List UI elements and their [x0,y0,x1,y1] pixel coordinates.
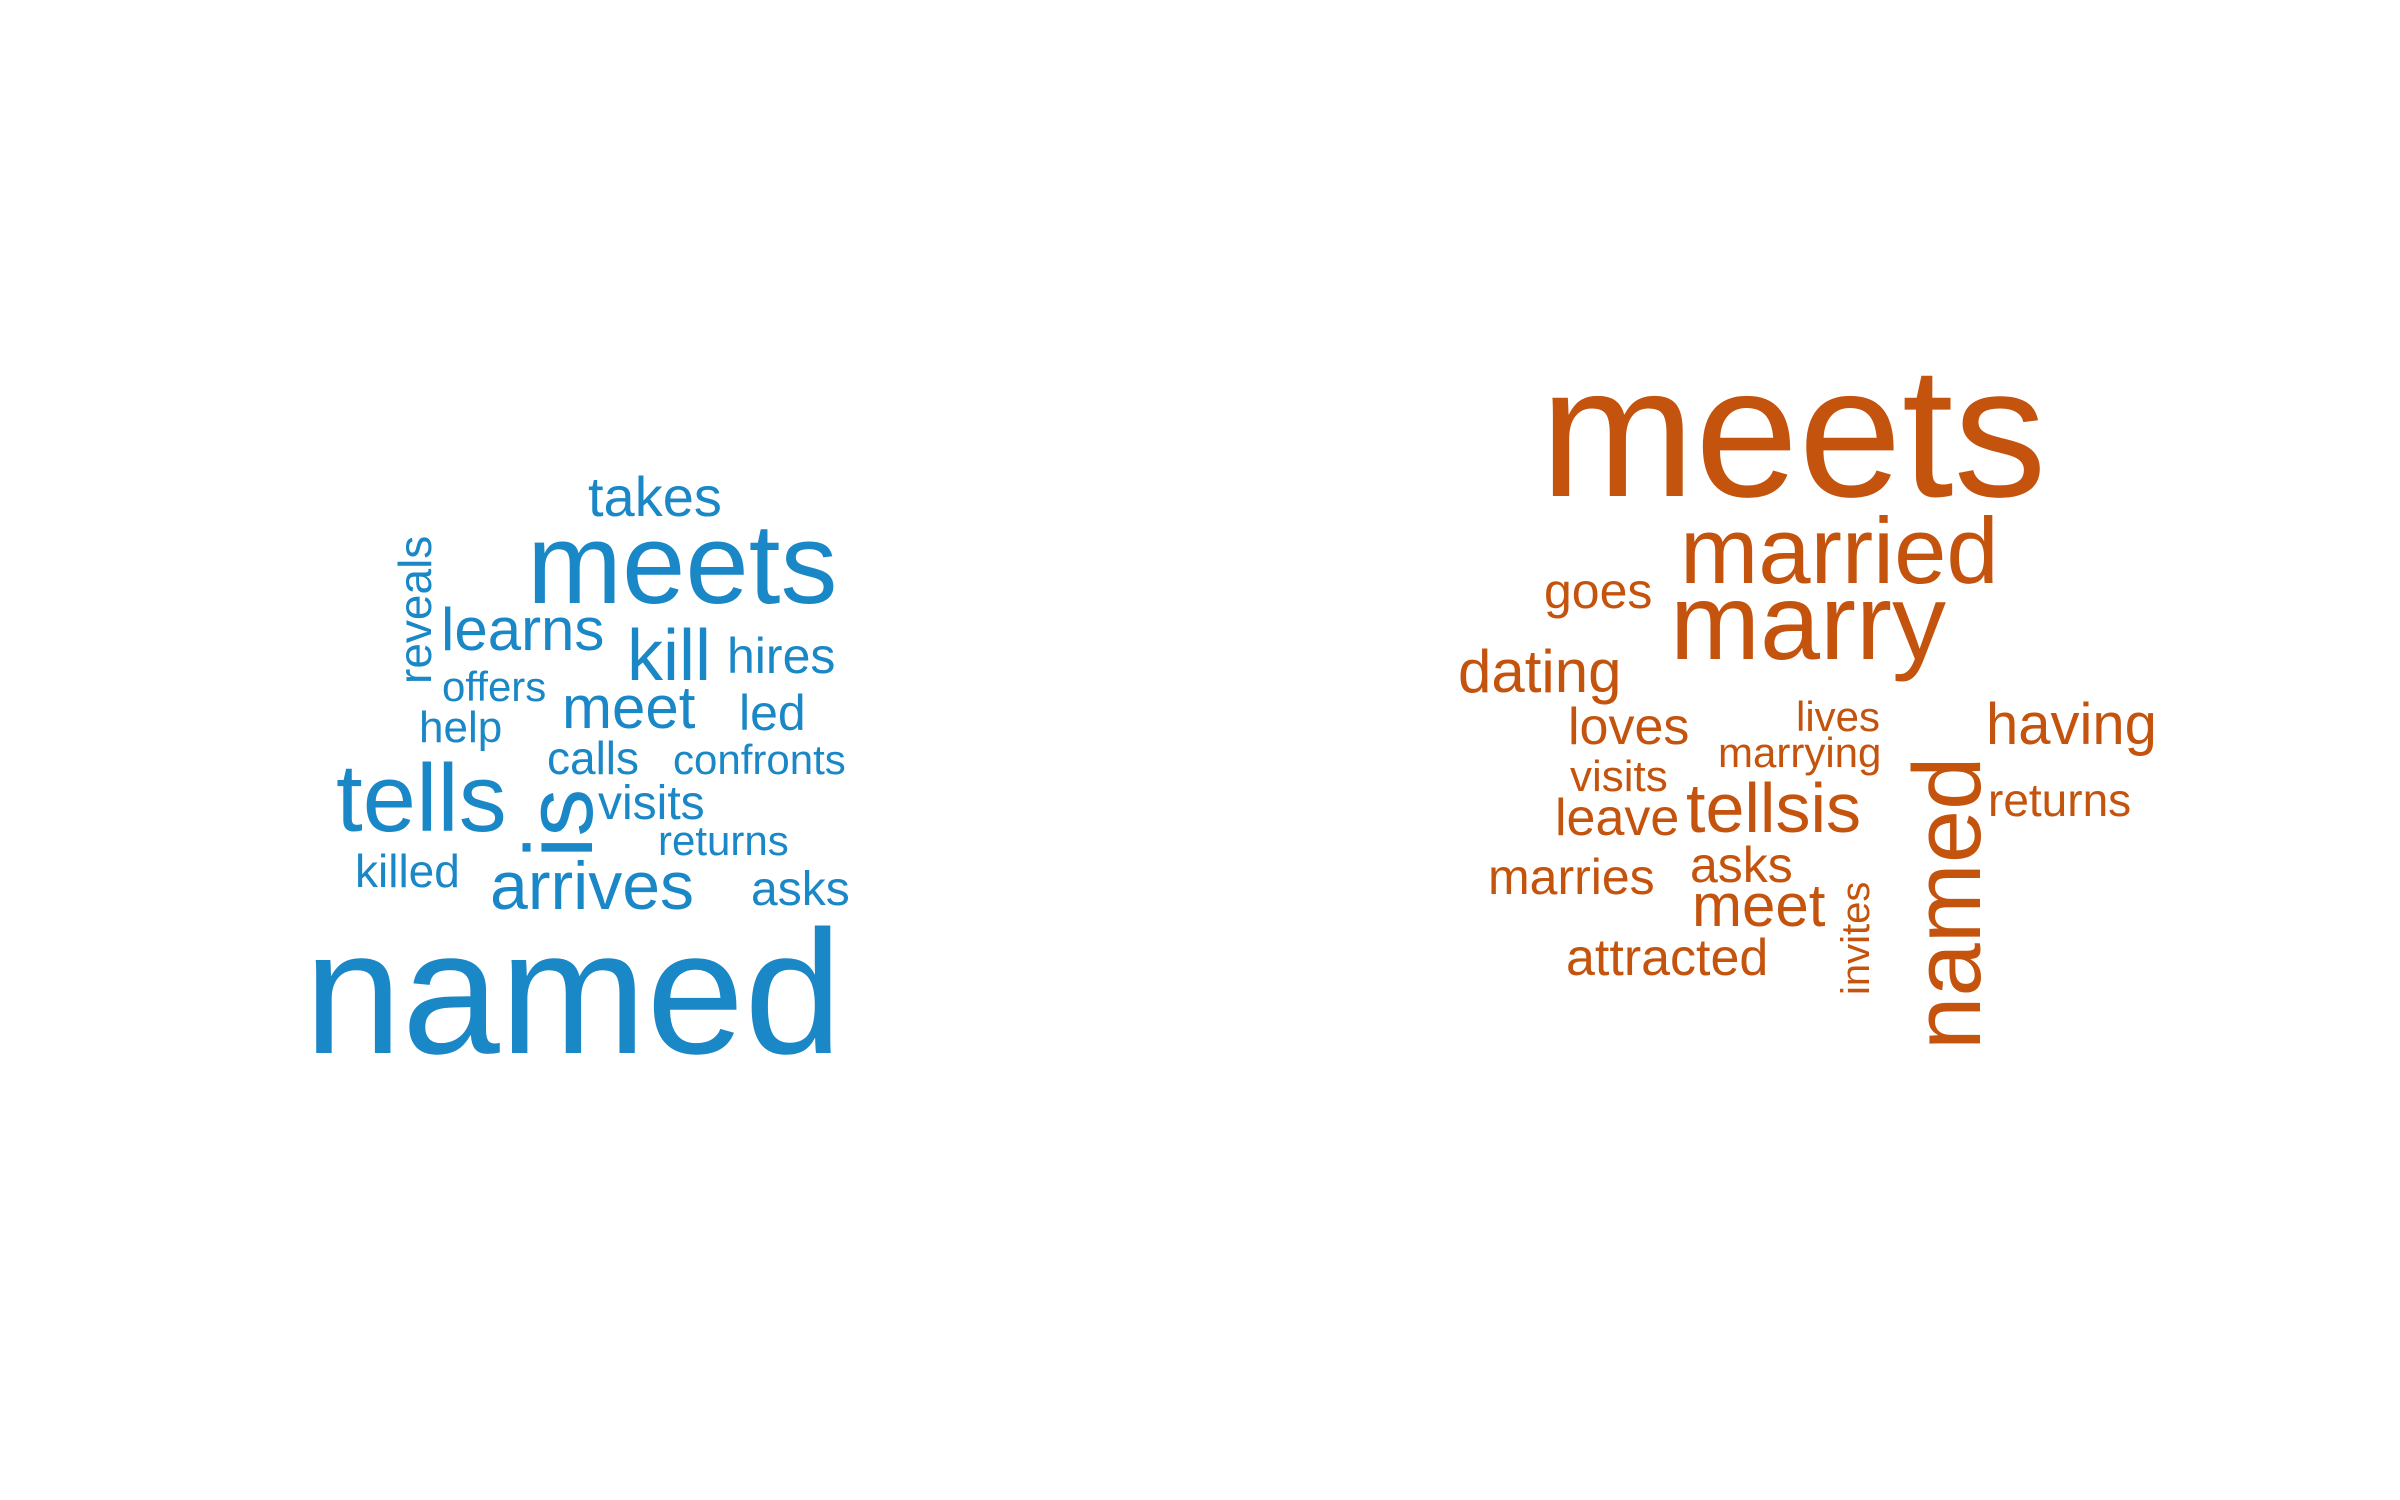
word-meets: meets [1540,329,2047,536]
word-help: help [419,703,503,752]
word-named: named [1894,756,2001,1050]
word-learns: learns [441,596,605,663]
word-killed: killed [355,845,460,897]
word-dating: dating [1458,638,1622,705]
word-tellsis: tellsis [1686,769,1862,847]
word-marrying: marrying [1718,729,1882,776]
word-goes: goes [1544,563,1653,619]
word-leave: leave [1555,789,1680,847]
word-asks: asks [1690,837,1793,893]
word-attracted: attracted [1566,929,1769,987]
word-loves: loves [1568,698,1690,756]
word-lives: lives [1796,693,1881,740]
word-takes: takes [588,465,722,528]
word-tells: tells [336,745,507,852]
word-arrives: arrives [490,848,695,924]
word-visits: visits [598,777,705,830]
word-visits: visits [1570,752,1668,801]
word-confronts: confronts [673,736,846,783]
word-kill: kill [627,616,711,696]
word-invites: invites [1834,881,1878,995]
word-asks: asks [751,863,850,916]
word-meet: meet [562,674,696,741]
word-having: having [1986,692,2157,757]
word-led: led [739,685,806,741]
word-hires: hires [727,628,836,684]
word-named: named [304,895,843,1091]
word-returns: returns [1988,774,2132,826]
word-returns: returns [658,817,789,864]
word-marry: marry [1670,561,1946,682]
word-meets: meets [527,501,838,628]
word-meet: meet [1692,872,1826,939]
word-married: married [1680,498,1999,603]
word-marries: marries [1488,849,1655,905]
word-offers: offers [442,663,547,710]
word-calls: calls [547,732,640,784]
